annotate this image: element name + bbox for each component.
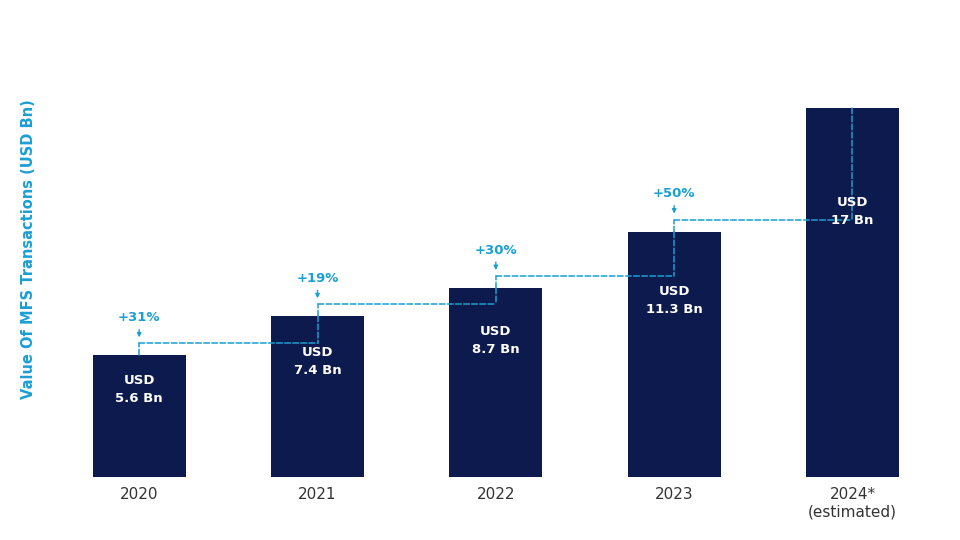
Text: USD
7.4 Bn: USD 7.4 Bn — [294, 346, 342, 377]
Text: USD
8.7 Bn: USD 8.7 Bn — [472, 326, 519, 356]
Text: USD
11.3 Bn: USD 11.3 Bn — [646, 285, 703, 316]
Text: +50%: +50% — [653, 187, 695, 212]
Text: +31%: +31% — [118, 311, 160, 336]
Bar — [628, 232, 721, 477]
Bar — [449, 288, 542, 477]
Text: USD
5.6 Bn: USD 5.6 Bn — [115, 374, 163, 405]
Text: USD
17 Bn: USD 17 Bn — [831, 195, 874, 227]
Bar — [806, 108, 899, 477]
Y-axis label: Value Of MFS Transactions (USD Bn): Value Of MFS Transactions (USD Bn) — [21, 99, 36, 399]
Bar — [271, 316, 364, 477]
Text: +30%: +30% — [474, 244, 517, 268]
Text: +19%: +19% — [297, 272, 339, 297]
Bar — [93, 355, 185, 477]
